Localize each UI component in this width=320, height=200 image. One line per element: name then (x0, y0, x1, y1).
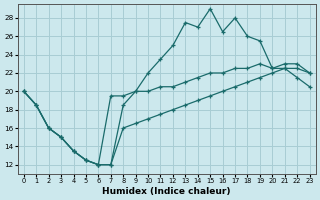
X-axis label: Humidex (Indice chaleur): Humidex (Indice chaleur) (102, 187, 231, 196)
